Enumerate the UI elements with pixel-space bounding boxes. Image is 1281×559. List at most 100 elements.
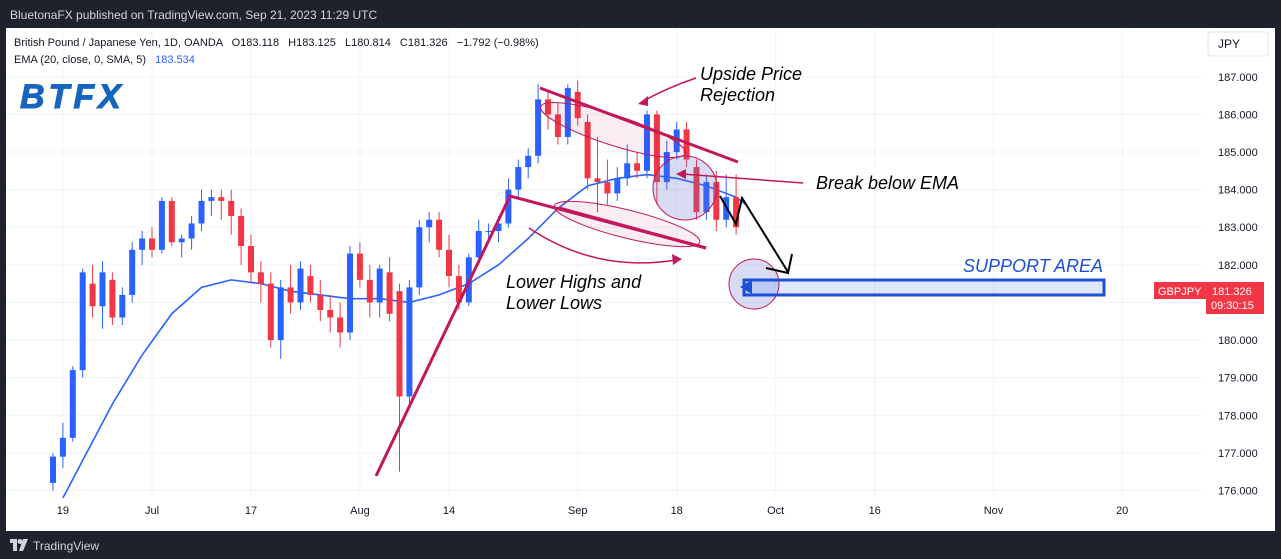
price-countdown: 09:30:15 bbox=[1211, 300, 1254, 312]
candle bbox=[515, 159, 522, 198]
rejection-arrow bbox=[639, 77, 697, 104]
candle bbox=[376, 264, 383, 318]
candle bbox=[158, 197, 165, 254]
price-symbol: GBPJPY bbox=[1158, 286, 1202, 298]
candle bbox=[683, 121, 690, 168]
footer-brand[interactable]: TradingView bbox=[33, 539, 100, 553]
time-axis[interactable]: 19 Jul 17 Aug 14 Sep 18 Oct 16 Nov 20 bbox=[57, 505, 1129, 517]
candle bbox=[208, 189, 215, 216]
candle-body bbox=[149, 238, 155, 250]
candle bbox=[644, 110, 650, 179]
candle bbox=[168, 197, 175, 247]
candle-body bbox=[129, 249, 136, 295]
lower-lows-arrow-head bbox=[672, 254, 682, 265]
candle-body bbox=[188, 223, 195, 239]
candle-body bbox=[485, 230, 492, 232]
candle bbox=[307, 264, 314, 303]
candle bbox=[446, 234, 452, 288]
candle bbox=[327, 294, 334, 333]
price-tick-label: 180.000 bbox=[1218, 335, 1258, 347]
candles bbox=[50, 80, 740, 491]
candle bbox=[663, 140, 670, 190]
legend-line-1: British Pound / Japanese Yen, 1D, OANDA … bbox=[14, 37, 539, 49]
candle bbox=[79, 268, 86, 378]
candle bbox=[119, 287, 126, 326]
price-tick-label: 178.000 bbox=[1218, 410, 1258, 422]
candle bbox=[475, 219, 482, 265]
candle-body bbox=[356, 253, 363, 280]
candle-body bbox=[733, 197, 740, 228]
price-value: 181.326 bbox=[1212, 286, 1252, 298]
candle-body bbox=[554, 114, 561, 137]
candle bbox=[525, 148, 532, 179]
candle-body bbox=[257, 272, 264, 284]
candle bbox=[59, 422, 66, 468]
price-tick-label: 182.000 bbox=[1218, 260, 1258, 272]
candle-body bbox=[525, 155, 532, 168]
candle-body bbox=[426, 219, 433, 228]
candle-body bbox=[673, 129, 680, 153]
candle-body bbox=[396, 291, 403, 397]
candle bbox=[614, 167, 621, 201]
candle-body bbox=[287, 287, 294, 303]
support-arrow-tip bbox=[740, 280, 752, 294]
candle-body bbox=[594, 178, 601, 183]
candle-body bbox=[515, 167, 522, 190]
time-tick-label: Sep bbox=[568, 505, 588, 517]
candle-body bbox=[198, 200, 205, 224]
chart-frame: Upside Price Rejection Break below EMA L… bbox=[6, 28, 1275, 531]
candle bbox=[69, 366, 76, 442]
candle-body bbox=[535, 99, 542, 156]
candle bbox=[198, 189, 205, 231]
candle bbox=[436, 212, 443, 258]
candle-body bbox=[693, 167, 700, 213]
currency-button[interactable]: JPY bbox=[1207, 31, 1269, 57]
candle-body bbox=[604, 182, 611, 194]
candle bbox=[267, 272, 274, 348]
candle bbox=[297, 261, 304, 310]
time-tick-label: 20 bbox=[1116, 505, 1128, 517]
candle-body bbox=[406, 287, 413, 397]
candle bbox=[723, 174, 730, 228]
projection-arrow-head bbox=[765, 253, 793, 275]
lower-lows-arrow bbox=[528, 227, 677, 264]
ema-break-circle bbox=[652, 155, 718, 221]
candle bbox=[406, 279, 413, 408]
candle-body bbox=[644, 114, 650, 171]
impulse-leg bbox=[374, 194, 707, 477]
candle-body bbox=[564, 88, 571, 137]
candle bbox=[99, 261, 106, 329]
price-tick-label: 183.000 bbox=[1218, 222, 1258, 234]
candle-body bbox=[50, 456, 56, 483]
candle bbox=[396, 283, 403, 472]
lower-text-2: Lower Lows bbox=[506, 293, 602, 313]
candle-body bbox=[79, 272, 86, 371]
candle bbox=[554, 103, 561, 145]
current-price-label: GBPJPY 181.326 09:30:15 bbox=[1154, 282, 1264, 314]
candle-body bbox=[624, 163, 631, 179]
time-tick-label: Nov bbox=[984, 505, 1004, 517]
chart-svg[interactable]: Upside Price Rejection Break below EMA L… bbox=[6, 28, 1275, 531]
price-tick-label: 187.000 bbox=[1218, 72, 1258, 84]
candle-body bbox=[248, 246, 254, 273]
upside-text-1: Upside Price bbox=[700, 64, 802, 84]
rejection-arrow-head bbox=[638, 96, 648, 106]
time-tick-label: Jul bbox=[145, 505, 159, 517]
candle bbox=[584, 114, 591, 190]
candle-body bbox=[713, 182, 720, 220]
candle bbox=[287, 264, 294, 314]
candle-body bbox=[59, 437, 66, 457]
candle-body bbox=[614, 178, 621, 194]
candle-body bbox=[307, 276, 314, 295]
candle bbox=[564, 84, 571, 145]
candle bbox=[337, 302, 344, 348]
time-tick-label: Aug bbox=[350, 505, 370, 517]
price-tick-label: 179.000 bbox=[1218, 373, 1258, 385]
candle bbox=[426, 212, 433, 243]
candle-body bbox=[158, 200, 165, 250]
price-tick-label: 177.000 bbox=[1218, 448, 1258, 460]
time-tick-label: 19 bbox=[57, 505, 69, 517]
candle-body bbox=[366, 279, 373, 303]
upside-text-2: Rejection bbox=[700, 85, 775, 105]
candle bbox=[178, 234, 185, 258]
